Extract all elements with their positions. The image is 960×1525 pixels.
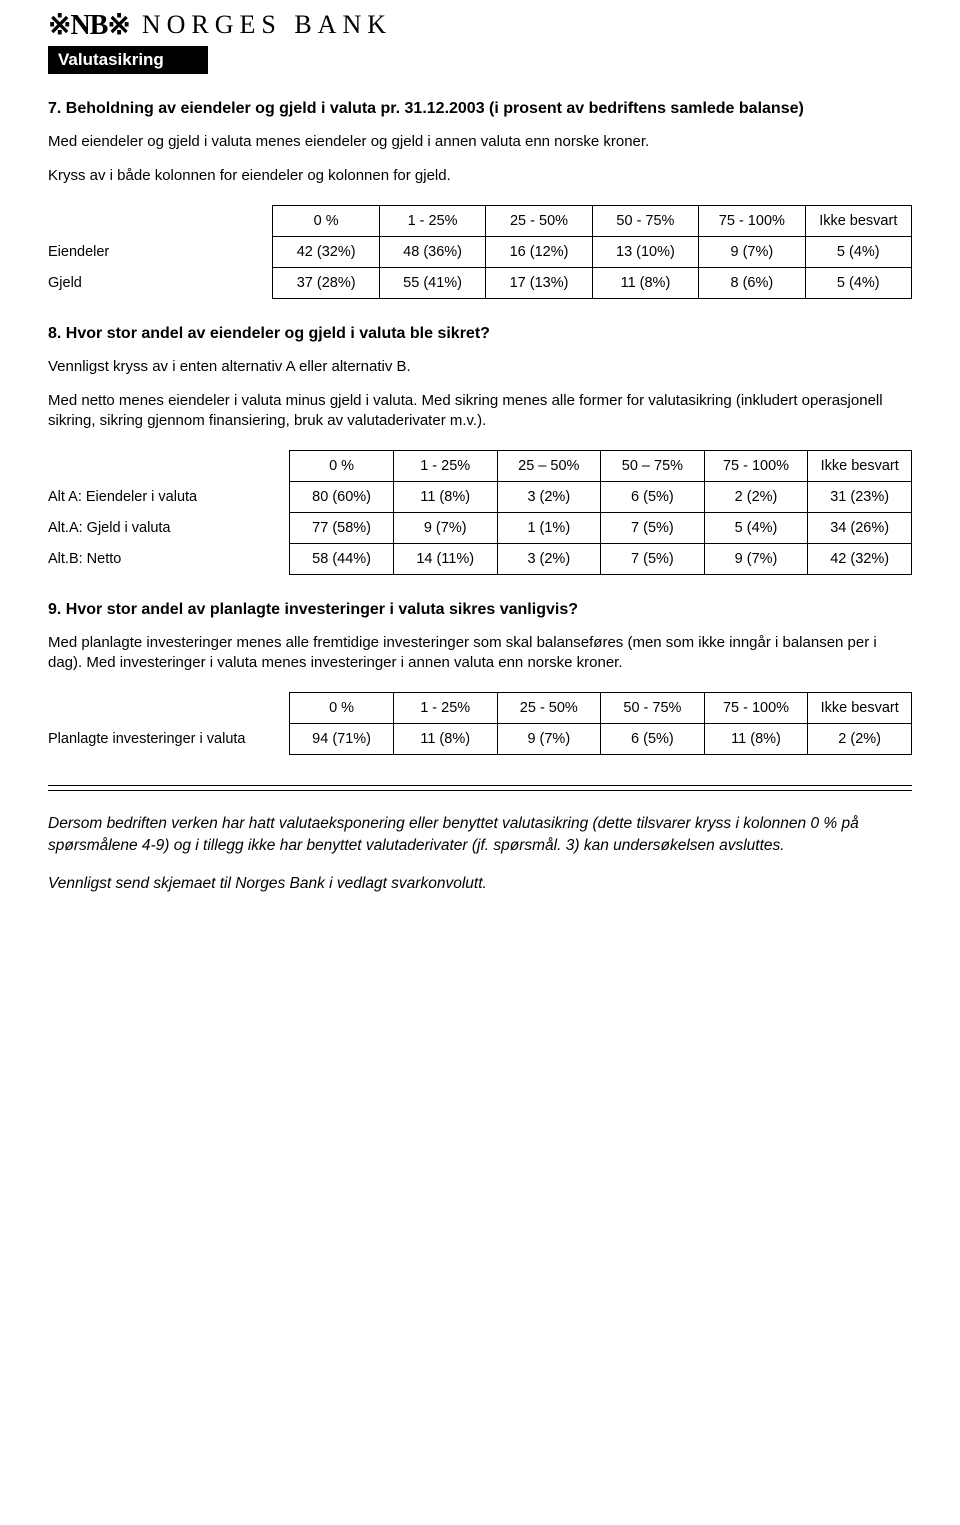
q7-para-2: Kryss av i både kolonnen for eiendeler o… xyxy=(48,166,912,186)
q7-col-1: 1 - 25% xyxy=(379,205,485,236)
table-row: Eiendeler 42 (32%) 48 (36%) 16 (12%) 13 … xyxy=(48,236,912,267)
table-cell: 31 (23%) xyxy=(808,481,912,512)
table-row: Alt.A: Gjeld i valuta 77 (58%) 9 (7%) 1 … xyxy=(48,512,912,543)
section-banner: Valutasikring xyxy=(48,46,208,74)
divider xyxy=(48,790,912,791)
table-cell: 2 (2%) xyxy=(704,481,808,512)
table-cell: 17 (13%) xyxy=(486,267,592,298)
table-row: Planlagte investeringer i valuta 94 (71%… xyxy=(48,723,912,754)
q9-para-1: Med planlagte investeringer menes alle f… xyxy=(48,633,912,674)
q9-col-2: 25 - 50% xyxy=(497,692,601,723)
table-cell: 9 (7%) xyxy=(704,544,808,575)
table-cell: 16 (12%) xyxy=(486,236,592,267)
table-cell: 55 (41%) xyxy=(379,267,485,298)
q7-row0-label: Eiendeler xyxy=(48,236,273,267)
table-cell: 42 (32%) xyxy=(273,236,379,267)
q9-col-0: 0 % xyxy=(290,692,394,723)
q8-col-5: Ikke besvart xyxy=(808,450,912,481)
q7-table: 0 % 1 - 25% 25 - 50% 50 - 75% 75 - 100% … xyxy=(48,205,912,299)
q8-col-2: 25 – 50% xyxy=(497,450,601,481)
table-cell: 1 (1%) xyxy=(497,512,601,543)
footer-para-2: Vennligst send skjemaet til Norges Bank … xyxy=(48,873,912,895)
table-cell: 34 (26%) xyxy=(808,512,912,543)
footer-para-1: Dersom bedriften verken har hatt valutae… xyxy=(48,813,912,858)
q9-col-4: 75 - 100% xyxy=(704,692,808,723)
q8-row1-label: Alt.A: Gjeld i valuta xyxy=(48,512,290,543)
q8-col-1: 1 - 25% xyxy=(393,450,497,481)
table-row: Alt.B: Netto 58 (44%) 14 (11%) 3 (2%) 7 … xyxy=(48,544,912,575)
q9-col-1: 1 - 25% xyxy=(393,692,497,723)
table-cell: 3 (2%) xyxy=(497,481,601,512)
q8-row0-label: Alt A: Eiendeler i valuta xyxy=(48,481,290,512)
table-row: Alt A: Eiendeler i valuta 80 (60%) 11 (8… xyxy=(48,481,912,512)
q7-row1-label: Gjeld xyxy=(48,267,273,298)
table-cell: 6 (5%) xyxy=(601,723,705,754)
table-cell: 9 (7%) xyxy=(393,512,497,543)
table-cell: 80 (60%) xyxy=(290,481,394,512)
table-cell: 6 (5%) xyxy=(601,481,705,512)
q7-col-5: Ikke besvart xyxy=(805,205,911,236)
table-cell: 8 (6%) xyxy=(699,267,805,298)
q8-heading: 8. Hvor stor andel av eiendeler og gjeld… xyxy=(48,325,912,343)
table-cell: 5 (4%) xyxy=(704,512,808,543)
table-cell: 7 (5%) xyxy=(601,544,705,575)
divider xyxy=(48,785,912,786)
q7-col-2: 25 - 50% xyxy=(486,205,592,236)
table-cell: 7 (5%) xyxy=(601,512,705,543)
table-cell: 13 (10%) xyxy=(592,236,698,267)
q8-col-4: 75 - 100% xyxy=(704,450,808,481)
table-cell: 77 (58%) xyxy=(290,512,394,543)
q8-para-2: Med netto menes eiendeler i valuta minus… xyxy=(48,391,912,432)
header-logo: ※NB※ NORGES BANK xyxy=(48,0,912,42)
logo-mark: ※NB※ xyxy=(48,8,130,42)
logo-text: NORGES BANK xyxy=(142,10,392,40)
table-cell: 2 (2%) xyxy=(808,723,912,754)
table-cell: 11 (8%) xyxy=(704,723,808,754)
table-cell: 42 (32%) xyxy=(808,544,912,575)
table-cell: 48 (36%) xyxy=(379,236,485,267)
q8-col-0: 0 % xyxy=(290,450,394,481)
table-cell: 9 (7%) xyxy=(497,723,601,754)
q7-heading: 7. Beholdning av eiendeler og gjeld i va… xyxy=(48,100,912,118)
table-cell: 5 (4%) xyxy=(805,267,911,298)
q9-row0-label: Planlagte investeringer i valuta xyxy=(48,723,290,754)
table-cell: 14 (11%) xyxy=(393,544,497,575)
table-cell: 37 (28%) xyxy=(273,267,379,298)
q8-row2-label: Alt.B: Netto xyxy=(48,544,290,575)
q8-table: 0 % 1 - 25% 25 – 50% 50 – 75% 75 - 100% … xyxy=(48,450,912,576)
table-cell: 58 (44%) xyxy=(290,544,394,575)
table-cell: 11 (8%) xyxy=(393,481,497,512)
table-cell: 11 (8%) xyxy=(393,723,497,754)
q8-col-3: 50 – 75% xyxy=(601,450,705,481)
table-cell: 11 (8%) xyxy=(592,267,698,298)
q7-col-0: 0 % xyxy=(273,205,379,236)
q7-col-3: 50 - 75% xyxy=(592,205,698,236)
table-cell: 5 (4%) xyxy=(805,236,911,267)
q7-col-4: 75 - 100% xyxy=(699,205,805,236)
q7-para-1: Med eiendeler og gjeld i valuta menes ei… xyxy=(48,132,912,152)
q9-heading: 9. Hvor stor andel av planlagte invester… xyxy=(48,601,912,619)
q9-col-3: 50 - 75% xyxy=(601,692,705,723)
q9-col-5: Ikke besvart xyxy=(808,692,912,723)
table-cell: 3 (2%) xyxy=(497,544,601,575)
q9-table: 0 % 1 - 25% 25 - 50% 50 - 75% 75 - 100% … xyxy=(48,692,912,755)
table-cell: 94 (71%) xyxy=(290,723,394,754)
q8-para-1: Vennligst kryss av i enten alternativ A … xyxy=(48,357,912,377)
table-row: Gjeld 37 (28%) 55 (41%) 17 (13%) 11 (8%)… xyxy=(48,267,912,298)
table-cell: 9 (7%) xyxy=(699,236,805,267)
